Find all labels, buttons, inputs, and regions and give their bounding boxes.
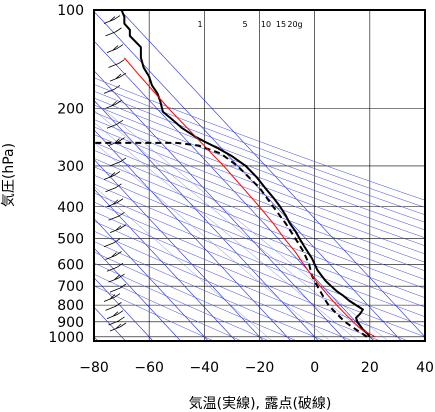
wind-barb — [103, 293, 121, 302]
x-tick-label: 0 — [310, 360, 319, 376]
dry-adiabat-line — [94, 183, 425, 317]
dry-adiabat-line — [94, 285, 214, 341]
dry-adiabat-line — [94, 149, 425, 280]
isotherm-line — [94, 129, 292, 341]
mixing-ratio-line — [94, 186, 273, 341]
y-tick-label: 1000 — [48, 330, 84, 346]
mixing-ratio-line — [94, 122, 359, 341]
y-tick-label: 200 — [57, 101, 84, 117]
wind-barb — [105, 302, 122, 311]
y-tick-label: 800 — [57, 298, 84, 314]
parcel-path-line — [123, 57, 376, 338]
dry-adiabat-line — [94, 230, 353, 341]
x-tick-label: −40 — [190, 360, 220, 376]
y-axis-title: 気圧(hPa) — [1, 143, 17, 207]
wind-barb — [105, 100, 122, 109]
mixing-ratio-label: 10 — [261, 20, 271, 29]
y-tick-label: 600 — [57, 257, 84, 273]
wind-barb — [109, 224, 127, 234]
wind-barb — [105, 27, 122, 37]
isotherm-line — [94, 99, 319, 341]
y-tick-label: 100 — [57, 3, 84, 19]
mixing-ratio-label: 5 — [242, 20, 247, 29]
wind-barb — [103, 15, 121, 24]
wind-barb — [106, 119, 124, 129]
y-tick-label: 700 — [57, 279, 84, 295]
wind-barb — [109, 72, 127, 82]
dry-adiabat-line — [94, 192, 425, 327]
dry-adiabat-line — [94, 142, 425, 272]
x-tick-label: 20 — [361, 360, 379, 376]
isotherm-line — [94, 70, 347, 341]
dry-adiabat-line — [94, 201, 425, 338]
wind-barb — [105, 251, 122, 260]
dewpoint-line — [94, 141, 368, 338]
wind-barb — [109, 157, 127, 167]
dry-adiabat-line — [94, 174, 425, 308]
x-tick-label: −60 — [134, 360, 164, 376]
wind-barb — [106, 198, 124, 208]
dry-adiabat-line — [94, 104, 425, 231]
dry-adiabat-line — [94, 90, 425, 216]
axis-labels: 1 5 10 15 20g−80 −60 −40 −20 0 20 4010020030040050… — [48, 3, 434, 376]
wind-barb — [103, 85, 121, 94]
x-tick-label: −80 — [79, 360, 109, 376]
mixing-ratio-label: 20g — [287, 20, 302, 29]
isotherm-line — [94, 277, 154, 341]
wind-barb — [108, 137, 125, 146]
wind-barb — [106, 310, 124, 320]
isotherm-line — [94, 158, 264, 341]
x-axis-title: 気温(実線), 露点(破線) — [189, 396, 332, 412]
temperature-line — [120, 10, 371, 338]
wind-barb — [103, 238, 121, 248]
y-tick-label: 400 — [57, 200, 84, 216]
dry-adiabat-line — [94, 166, 425, 298]
wind-barb — [108, 273, 125, 283]
mixing-ratio-line — [94, 101, 389, 341]
wind-barb — [106, 262, 124, 272]
wind-barbs — [103, 15, 127, 332]
dry-adiabat-line — [94, 77, 425, 201]
dry-adiabat-line — [94, 211, 409, 341]
isotherm-line — [94, 247, 181, 341]
dry-adiabat-line — [94, 220, 381, 341]
mixing-ratio-line — [94, 109, 376, 341]
mixing-ratio-line — [94, 142, 331, 341]
wind-barb — [109, 283, 127, 293]
dry-adiabat-line — [94, 84, 425, 208]
x-tick-label: −20 — [245, 360, 275, 376]
dry-adiabat-line — [94, 251, 298, 341]
dry-adiabat-line — [94, 241, 326, 341]
dry-adiabat-line — [94, 126, 425, 255]
dry-adiabat-line — [94, 262, 270, 341]
wind-barb — [105, 183, 122, 193]
dry-adiabat-line — [94, 134, 425, 263]
wind-barb — [108, 59, 125, 68]
x-tick-label: 40 — [416, 360, 434, 376]
plot-frame — [93, 9, 426, 342]
sounding-series — [94, 10, 376, 338]
y-tick-label: 900 — [57, 315, 84, 331]
wind-barb — [109, 322, 127, 332]
y-tick-label: 300 — [57, 159, 84, 175]
dry-adiabat-line — [94, 158, 425, 289]
isotherm-line — [94, 40, 374, 341]
wind-barb — [103, 171, 121, 180]
wind-barb — [108, 211, 125, 221]
wind-barb — [108, 316, 125, 326]
wind-barb — [106, 44, 124, 53]
y-tick-label: 500 — [57, 231, 84, 247]
isotherm-line — [94, 218, 209, 341]
dry-adiabat-line — [94, 273, 242, 341]
isotherm-line — [94, 188, 237, 341]
mixing-ratio-label: 15 — [276, 20, 286, 29]
mixing-ratio-label: 1 — [197, 20, 202, 29]
